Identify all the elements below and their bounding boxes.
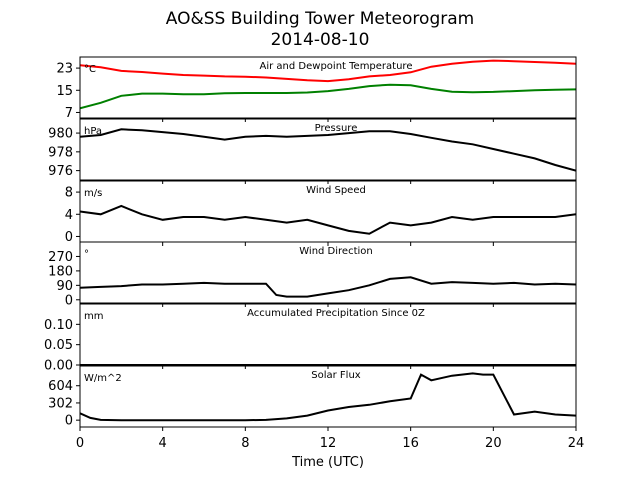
panel-title: Air and Dewpoint Temperature xyxy=(260,61,413,72)
y-tick-label: 604 xyxy=(48,379,73,394)
panel-1: 7 15 23 Air and Dewpoint Temperature °C xyxy=(56,56,577,122)
panel-unit: m/s xyxy=(84,188,102,199)
y-tick-label: 0.05 xyxy=(44,338,73,353)
panel-unit: W/m^2 xyxy=(84,373,122,384)
x-tick-label: 8 xyxy=(241,436,249,451)
y-tick-label: 978 xyxy=(48,145,73,160)
y-tick-label: 270 xyxy=(48,250,73,265)
panel-3-series-1 xyxy=(80,204,576,235)
chart-subtitle: 2014-08-10 xyxy=(271,30,370,50)
x-tick-label: 4 xyxy=(159,436,167,451)
y-tick-label: 23 xyxy=(56,62,73,77)
panel-unit: hPa xyxy=(84,126,102,137)
panel-2: 976 978 980 Pressure hPa xyxy=(48,118,577,184)
x-tick-label: 12 xyxy=(320,436,337,451)
panel-6: 0 302 604 Solar Flux W/m^2 xyxy=(48,365,577,431)
panel-title: Wind Direction xyxy=(299,246,373,257)
panel-1-series-2 xyxy=(80,83,576,110)
x-axis: 0 4 8 12 16 20 24 xyxy=(76,436,584,451)
panel-unit: °C xyxy=(84,64,96,75)
panel-title: Pressure xyxy=(315,123,358,134)
y-tick-label: 4 xyxy=(65,208,73,223)
chart-title: AO&SS Building Tower Meteorogram xyxy=(166,9,474,29)
x-tick-label: 0 xyxy=(76,436,84,451)
y-tick-label: 0.10 xyxy=(44,318,73,333)
panel-unit: mm xyxy=(84,311,103,322)
y-tick-label: 976 xyxy=(48,164,73,179)
panel-6-series-1 xyxy=(80,372,576,422)
panel-unit: ° xyxy=(84,249,89,260)
y-tick-label: 0 xyxy=(65,293,73,308)
y-tick-label: 302 xyxy=(48,396,73,411)
x-tick-label: 24 xyxy=(568,436,585,451)
y-tick-label: 180 xyxy=(48,264,73,279)
panel-title: Solar Flux xyxy=(311,370,361,381)
panel-4-series-1 xyxy=(80,276,576,298)
panel-5: 0.00 0.05 0.10 Accumulated Precipitation Si… xyxy=(44,303,577,374)
y-tick-label: 0 xyxy=(65,414,73,429)
panel-3: 0 4 8 Wind Speed m/s xyxy=(65,180,577,246)
y-tick-label: 15 xyxy=(56,84,73,99)
x-tick-label: 20 xyxy=(485,436,502,451)
panel-title: Wind Speed xyxy=(306,185,366,196)
y-tick-label: 980 xyxy=(48,127,73,142)
y-tick-label: 8 xyxy=(65,186,73,201)
y-tick-label: 0 xyxy=(65,230,73,245)
x-tick-label: 16 xyxy=(402,436,419,451)
panel-2-series-1 xyxy=(80,128,576,172)
panel-title: Accumulated Precipitation Since 0Z xyxy=(247,308,425,319)
y-tick-label: 90 xyxy=(56,279,73,294)
y-tick-label: 7 xyxy=(65,106,73,121)
y-tick-label: 0.00 xyxy=(44,359,73,374)
panel-1-series-1 xyxy=(80,59,576,83)
x-axis-title: Time (UTC) xyxy=(291,455,364,470)
